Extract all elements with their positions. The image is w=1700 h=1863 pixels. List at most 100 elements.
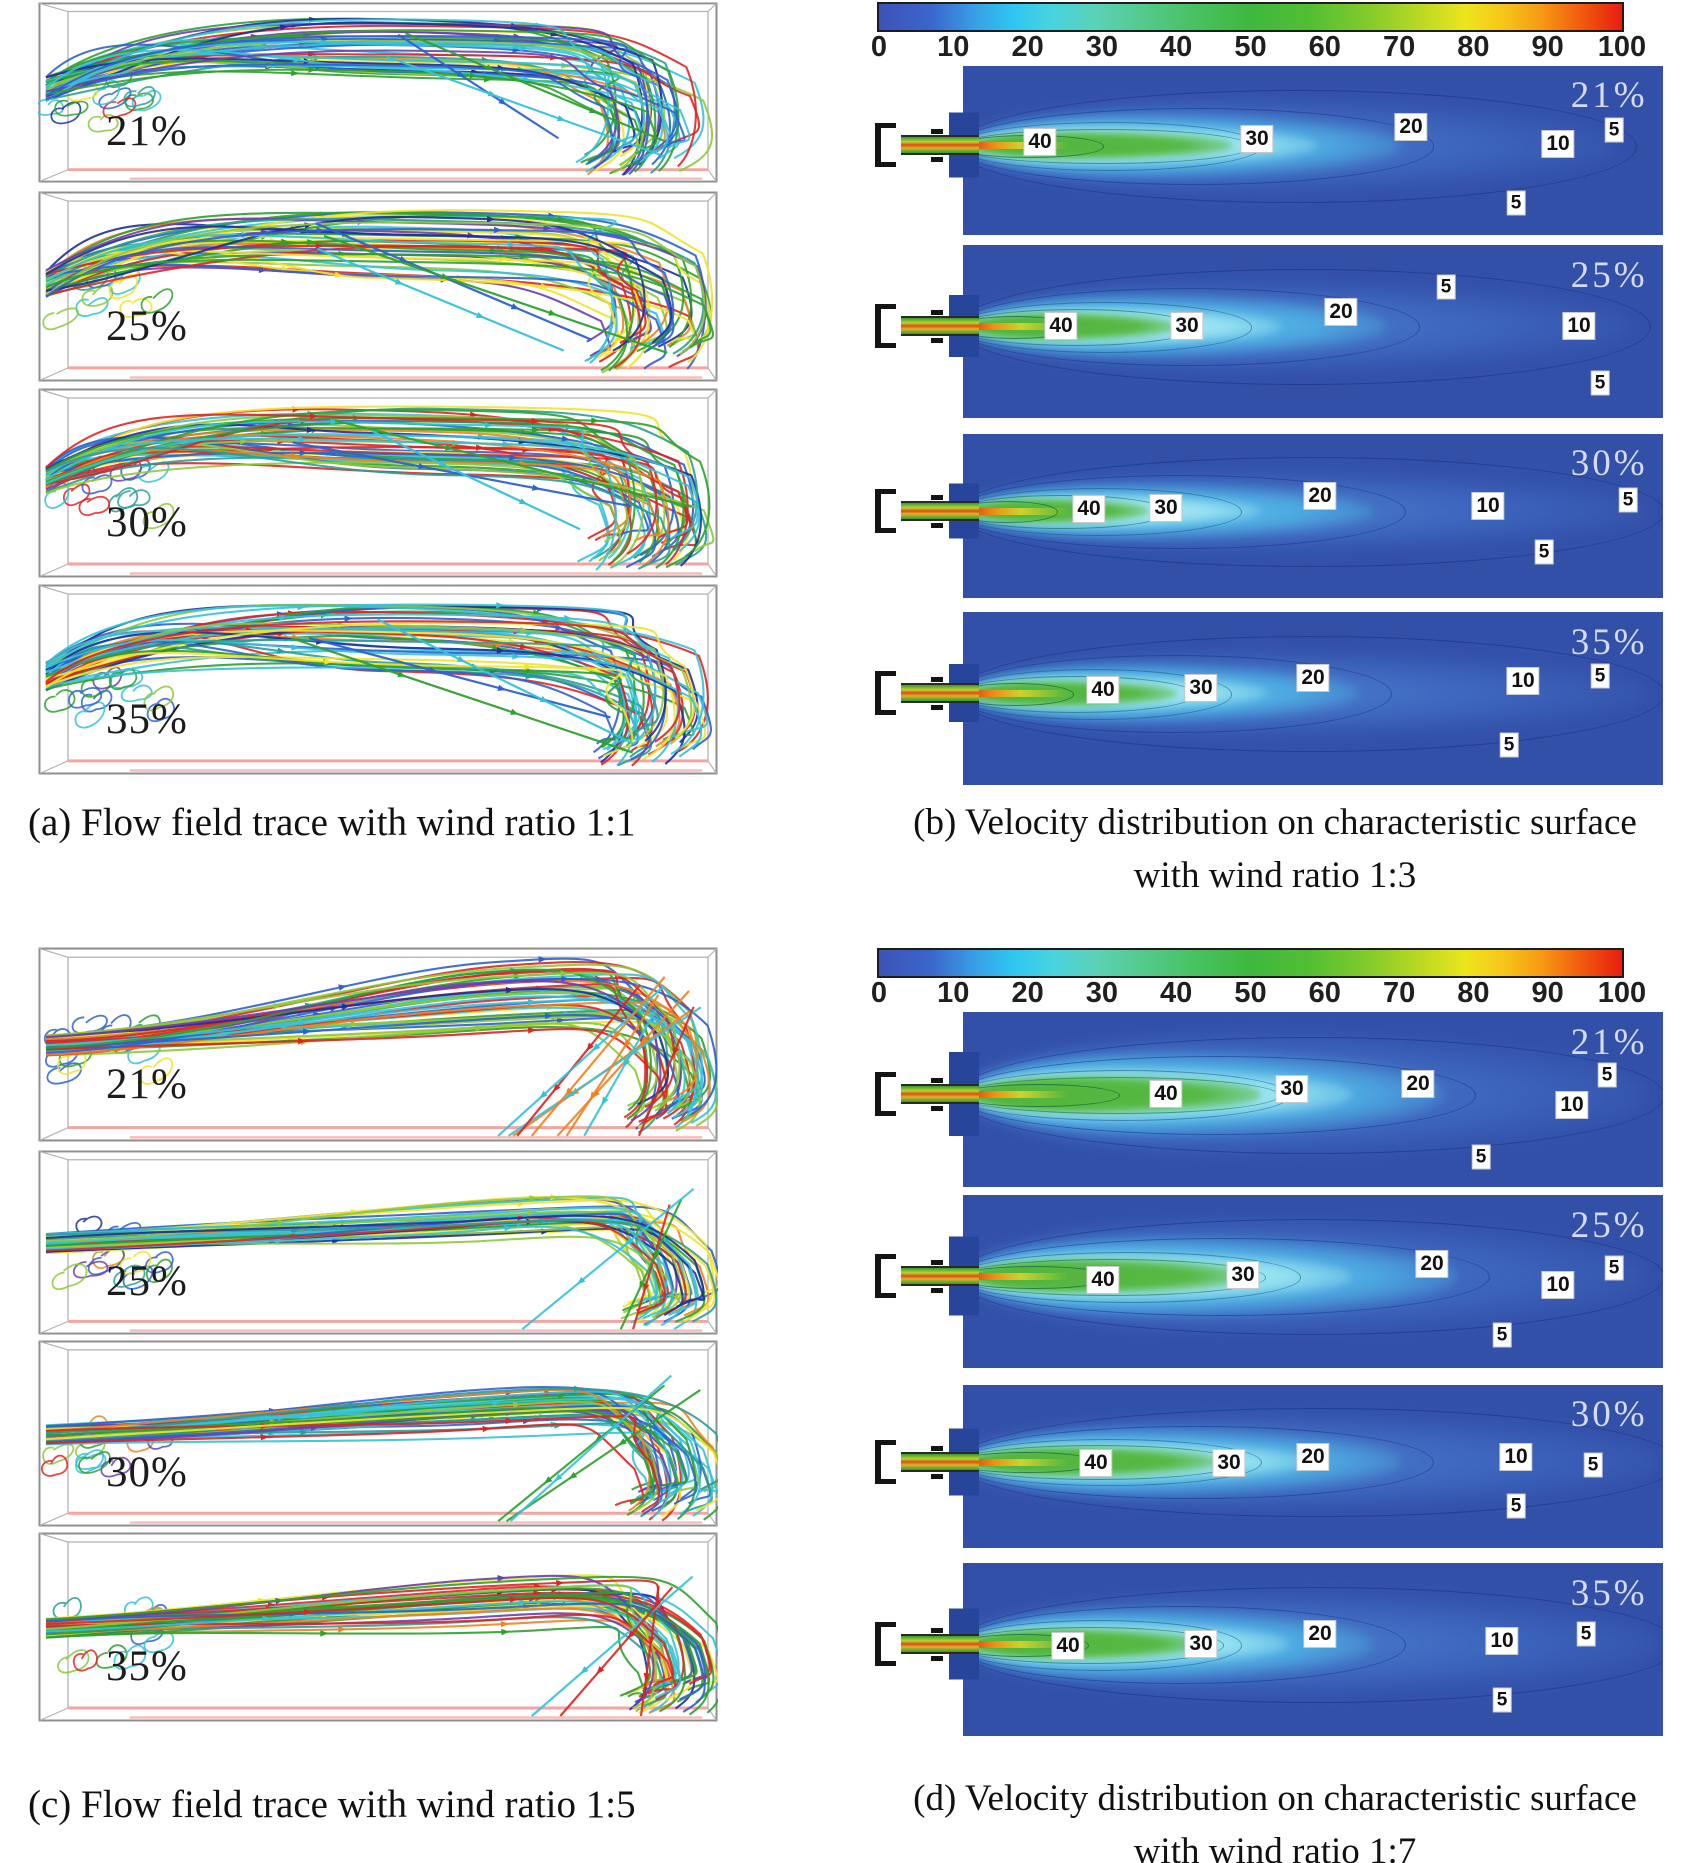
flow-arrowhead xyxy=(293,56,302,63)
contour-line xyxy=(963,1407,1663,1518)
streamline-path xyxy=(516,983,642,1137)
flow-arrowhead xyxy=(497,684,507,691)
streamline-path xyxy=(45,651,634,758)
streamline-path xyxy=(45,1027,668,1123)
case-label: 21% xyxy=(106,1061,188,1109)
flow-arrowhead xyxy=(338,1626,347,1633)
colorbar-tick: 10 xyxy=(937,977,970,1009)
streamline-path xyxy=(102,97,137,119)
flow-arrowhead xyxy=(574,1385,583,1392)
contour-plot-21pct: 40 30 20 10 5 5 21% xyxy=(875,66,1663,235)
streamline-path xyxy=(51,1263,88,1290)
streamline-path xyxy=(531,1575,694,1717)
flow-arrowhead xyxy=(519,643,529,650)
flow-arrowhead xyxy=(298,436,307,443)
streamline-path xyxy=(108,487,139,513)
contour-level-label: 10 xyxy=(1563,313,1595,340)
flow-arrowhead xyxy=(487,90,497,97)
streamline-path xyxy=(45,456,708,566)
streamline-path xyxy=(45,1423,645,1507)
streamline-path xyxy=(68,687,103,709)
streamline-path xyxy=(45,1602,706,1713)
nozzle-nub xyxy=(931,1473,943,1479)
flow-arrowhead xyxy=(548,309,557,316)
streamline-path xyxy=(45,621,696,740)
contour-line xyxy=(963,1036,1663,1154)
flow-arrowhead xyxy=(486,215,496,223)
streamline-path xyxy=(335,419,692,508)
colorbar-tick: 20 xyxy=(1011,31,1044,63)
nozzle-nub xyxy=(931,1288,943,1294)
streamline-path xyxy=(45,59,625,172)
flow-arrowhead xyxy=(544,1012,554,1020)
streamline-path xyxy=(45,215,646,352)
case-label: 35% xyxy=(1570,1572,1648,1614)
streamline-path xyxy=(45,1591,713,1685)
contour-line xyxy=(963,1627,1224,1664)
contour-level-label: 20 xyxy=(1304,1620,1336,1647)
flow-arrowhead xyxy=(518,498,528,505)
contour-level-label: 5 xyxy=(1507,191,1525,215)
nozzle-nub xyxy=(931,338,943,344)
streamline-path xyxy=(45,447,671,570)
contour-line xyxy=(963,655,1392,734)
flow-arrowhead xyxy=(589,1091,597,1101)
flow-arrowhead xyxy=(262,1615,271,1623)
case-label: 30% xyxy=(106,499,188,547)
caption-c: (c) Flow field trace with wind ratio 1:5 xyxy=(28,1783,636,1826)
streamline-path xyxy=(45,1613,677,1695)
streamline-path xyxy=(38,99,64,116)
flow-arrowhead xyxy=(627,1630,636,1639)
flow-arrowhead xyxy=(596,1666,605,1675)
streamline-path xyxy=(78,495,111,516)
streamline-path xyxy=(45,428,632,538)
streamline-path xyxy=(290,637,633,754)
streamline-path xyxy=(145,1251,174,1274)
contour-line xyxy=(963,1606,1406,1685)
streamline-path xyxy=(45,461,622,562)
nozzle-nub xyxy=(931,1078,943,1084)
flow-arrowhead xyxy=(320,39,329,46)
flow-arrowhead xyxy=(260,1434,269,1441)
flow-arrowhead xyxy=(527,1209,536,1216)
contour-level-label: 20 xyxy=(1325,299,1357,326)
streamlines-svg xyxy=(38,584,718,775)
streamline-path xyxy=(41,1454,69,1477)
streamline-path xyxy=(140,288,174,314)
case-label: 25% xyxy=(106,1258,188,1306)
streamline-path xyxy=(72,1260,109,1279)
flow-arrowhead xyxy=(394,278,404,285)
flow-arrowhead xyxy=(279,614,288,621)
contour-clip: 40 30 20 5 10 5 25% xyxy=(963,1195,1663,1368)
streamline-path xyxy=(75,1452,107,1471)
streamline-path xyxy=(45,1404,688,1492)
case-label: 21% xyxy=(106,107,188,155)
flow-arrowhead xyxy=(529,1195,538,1202)
case-label: 21% xyxy=(1570,75,1648,117)
flow-trace-box-30pct: 30% xyxy=(38,1340,718,1527)
flow-arrowhead xyxy=(496,647,505,654)
contour-level-label: 10 xyxy=(1556,1091,1588,1118)
flow-arrowhead xyxy=(563,614,573,622)
flow-trace-box-25pct: 25% xyxy=(38,191,718,382)
flow-arrowhead xyxy=(297,1037,307,1045)
flow-arrowhead xyxy=(440,272,450,280)
streamline-path xyxy=(57,1649,90,1674)
streamlines-svg xyxy=(38,1340,718,1527)
contour-level-label: 30 xyxy=(1150,494,1182,521)
streamline-path xyxy=(45,35,650,175)
contour-level-label: 5 xyxy=(1584,1453,1602,1477)
colorbar-tick: 40 xyxy=(1160,31,1193,63)
contour-level-label: 10 xyxy=(1542,1271,1574,1298)
flow-arrowhead xyxy=(510,303,520,310)
flow-arrowhead xyxy=(538,956,547,963)
streamline-path xyxy=(559,1586,674,1717)
contour-plot-35pct: 40 30 20 10 5 5 35% xyxy=(875,1563,1663,1736)
flow-arrowhead xyxy=(588,107,598,114)
contour-level-label: 20 xyxy=(1297,664,1329,691)
nozzle-nub xyxy=(931,1106,943,1112)
contour-level-label: 40 xyxy=(1024,129,1056,156)
flow-arrowhead xyxy=(324,658,333,665)
case-label: 25% xyxy=(1570,1204,1648,1246)
streamline-path xyxy=(45,1195,664,1317)
